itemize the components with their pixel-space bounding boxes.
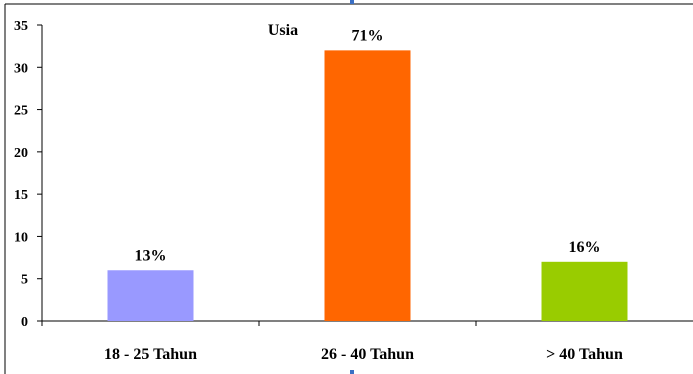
y-tick-label: 0 [21,315,28,330]
x-axis [41,320,693,326]
y-tick-label: 15 [14,188,28,203]
chart-frame [4,0,693,374]
chart-title: Usia [268,22,298,39]
y-tick-label: 25 [14,104,28,119]
bar-2 [324,50,411,321]
x-category-label-2: 26 - 40 Tahun [321,346,414,363]
data-label-1: 13% [135,247,167,264]
y-tick-label: 5 [21,273,28,288]
x-category-label-1: 18 - 25 Tahun [104,346,197,363]
data-label-3: 16% [569,239,601,256]
bars [107,50,628,321]
selection-handle-top [350,0,354,4]
bar-1 [107,270,194,321]
x-category-label-3: > 40 Tahun [546,346,623,363]
y-tick-label: 20 [14,146,28,161]
y-tick-label: 30 [14,61,28,76]
labels: 13% 18 - 25 Tahun 71% 26 - 40 Tahun 16% > 40 … [104,27,623,363]
bar-3 [541,261,628,321]
y-tick-label: 35 [14,19,28,34]
y-axis: 0 5 10 15 20 25 30 35 [14,19,43,330]
selection-handle-bottom [350,370,354,374]
data-label-2: 71% [352,27,384,44]
y-tick-label: 10 [14,230,28,245]
